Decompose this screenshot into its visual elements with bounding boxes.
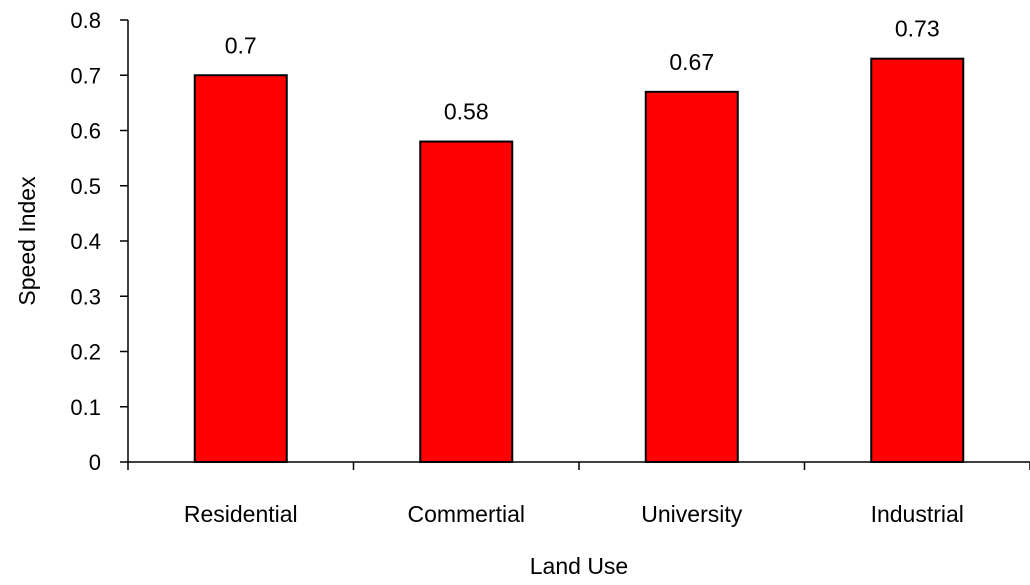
y-tick-label: 0: [89, 450, 101, 475]
data-label-commertial: 0.58: [444, 99, 489, 125]
bar-university: [644, 90, 739, 463]
x-tick-label: Commertial: [407, 501, 525, 527]
y-tick-label: 0.1: [70, 395, 101, 420]
bar-residential: [193, 74, 288, 463]
x-tick-label: Residential: [184, 501, 298, 527]
x-tick-label: Industrial: [871, 501, 964, 527]
y-tick-label: 0.3: [70, 284, 101, 309]
y-tick-label: 0.2: [70, 340, 101, 365]
labels-layer: 0 0.1 0.2 0.3 0.4 0.5 0.6 0.7 0.8 0.7 Residential 0…: [70, 8, 964, 527]
bar-industrial: [870, 57, 965, 464]
ticks-layer: [120, 19, 1030, 470]
x-tick-label: University: [641, 501, 742, 527]
data-label-industrial: 0.73: [895, 16, 940, 42]
y-tick-label: 0.6: [70, 119, 101, 144]
data-label-residential: 0.7: [225, 32, 257, 58]
bars-layer: [193, 57, 965, 464]
y-tick-label: 0.5: [70, 174, 101, 199]
data-label-university: 0.67: [669, 49, 714, 75]
y-axis-title: Speed Index: [14, 176, 40, 306]
y-tick-label: 0.7: [70, 63, 101, 88]
y-tick-label: 0.4: [70, 229, 101, 254]
y-tick-label: 0.8: [70, 8, 101, 33]
bar-commertial: [419, 140, 514, 464]
x-axis-title: Land Use: [530, 553, 628, 579]
